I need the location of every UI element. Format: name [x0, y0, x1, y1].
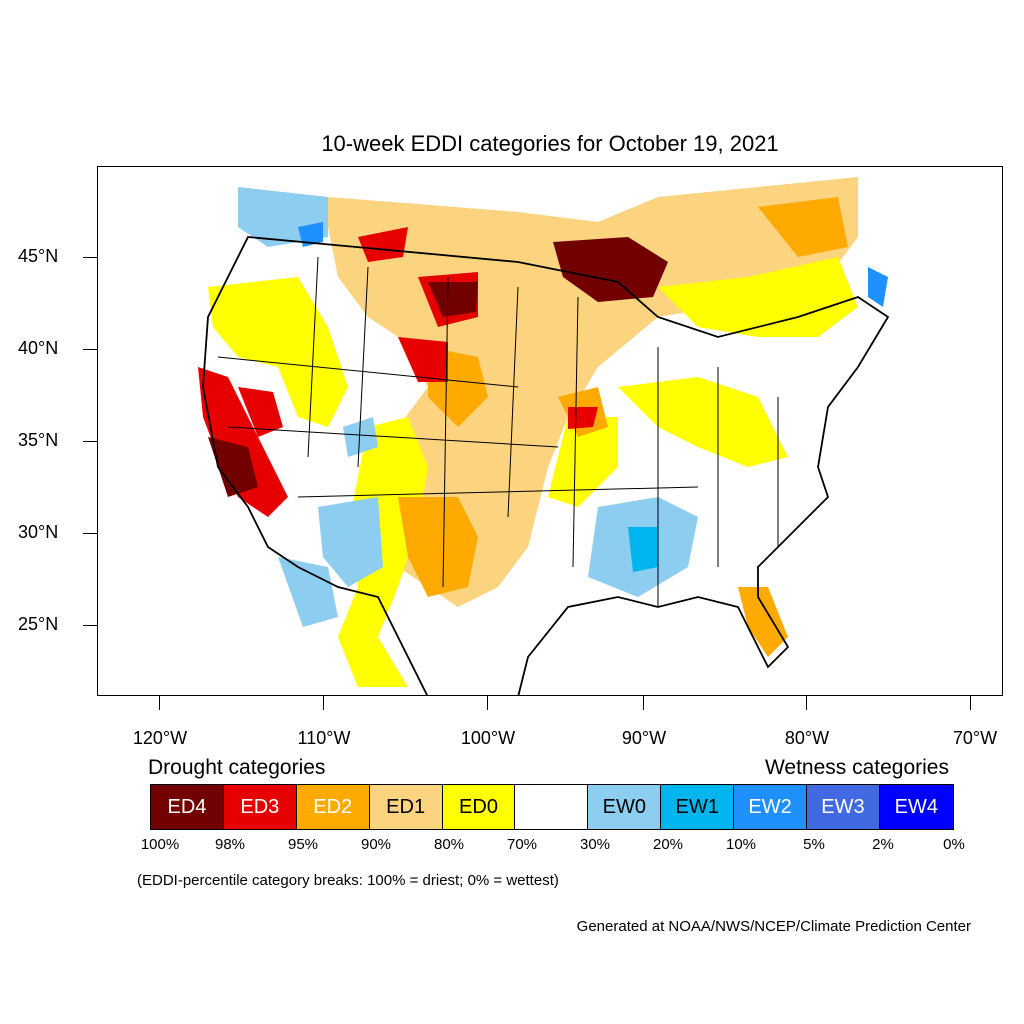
lat-tick — [83, 625, 97, 626]
break-label: 10% — [725, 836, 757, 853]
break-label: 0% — [943, 836, 965, 853]
break-label: 70% — [506, 836, 538, 853]
legend-cat-neutral — [515, 785, 589, 829]
wetness-categories-title: Wetness categories — [764, 756, 949, 779]
break-label: 100% — [140, 836, 180, 853]
category-note: (EDDI-percentile category breaks: 100% =… — [137, 872, 559, 889]
break-label: 80% — [433, 836, 465, 853]
break-label: 30% — [579, 836, 611, 853]
legend-cat-ed4: ED4 — [151, 785, 224, 829]
lon-tick — [323, 696, 324, 710]
legend-cat-ed3: ED3 — [223, 785, 297, 829]
legend-cat-ew1: EW1 — [661, 785, 735, 829]
lon-label-110w: 110°W — [297, 728, 351, 748]
break-label: 2% — [872, 836, 894, 853]
lat-tick — [83, 257, 97, 258]
lat-label-40: 40°N — [18, 338, 59, 358]
legend-cat-ed2: ED2 — [296, 785, 370, 829]
eddi-map-graphic — [198, 177, 890, 695]
lat-label-45: 45°N — [18, 246, 59, 266]
break-label: 20% — [652, 836, 684, 853]
legend-cat-ew0: EW0 — [588, 785, 662, 829]
eddi-map — [97, 166, 1003, 696]
lon-tick — [159, 696, 160, 710]
legend-cat-ew2: EW2 — [734, 785, 808, 829]
lat-tick — [83, 533, 97, 534]
map-title: 10-week EDDI categories for October 19, … — [321, 131, 779, 156]
lat-label-35: 35°N — [18, 430, 59, 450]
legend-cat-ew4: EW4 — [879, 785, 953, 829]
lon-label-120w: 120°W — [132, 728, 188, 748]
lon-tick — [970, 696, 971, 710]
lat-tick — [83, 441, 97, 442]
lon-tick — [487, 696, 488, 710]
break-label: 95% — [287, 836, 319, 853]
break-label: 5% — [803, 836, 825, 853]
lon-tick — [643, 696, 644, 710]
category-legend: ED4 ED3 ED2 ED1 ED0 EW0 EW1 EW2 EW3 EW4 — [150, 784, 954, 830]
lon-tick — [806, 696, 807, 710]
drought-categories-title: Drought categories — [148, 756, 326, 779]
lon-label-100w: 100°W — [460, 728, 516, 748]
lat-label-30: 30°N — [18, 522, 59, 542]
lon-label-80w: 80°W — [784, 728, 830, 748]
lat-label-25: 25°N — [18, 614, 59, 634]
credit-line: Generated at NOAA/NWS/NCEP/Climate Predi… — [576, 918, 971, 935]
legend-cat-ed1: ED1 — [369, 785, 443, 829]
legend-cat-ed0: ED0 — [442, 785, 516, 829]
lat-tick — [83, 349, 97, 350]
break-label: 98% — [214, 836, 246, 853]
break-label: 90% — [360, 836, 392, 853]
lon-label-70w: 70°W — [952, 728, 998, 748]
lon-label-90w: 90°W — [621, 728, 667, 748]
legend-cat-ew3: EW3 — [807, 785, 880, 829]
